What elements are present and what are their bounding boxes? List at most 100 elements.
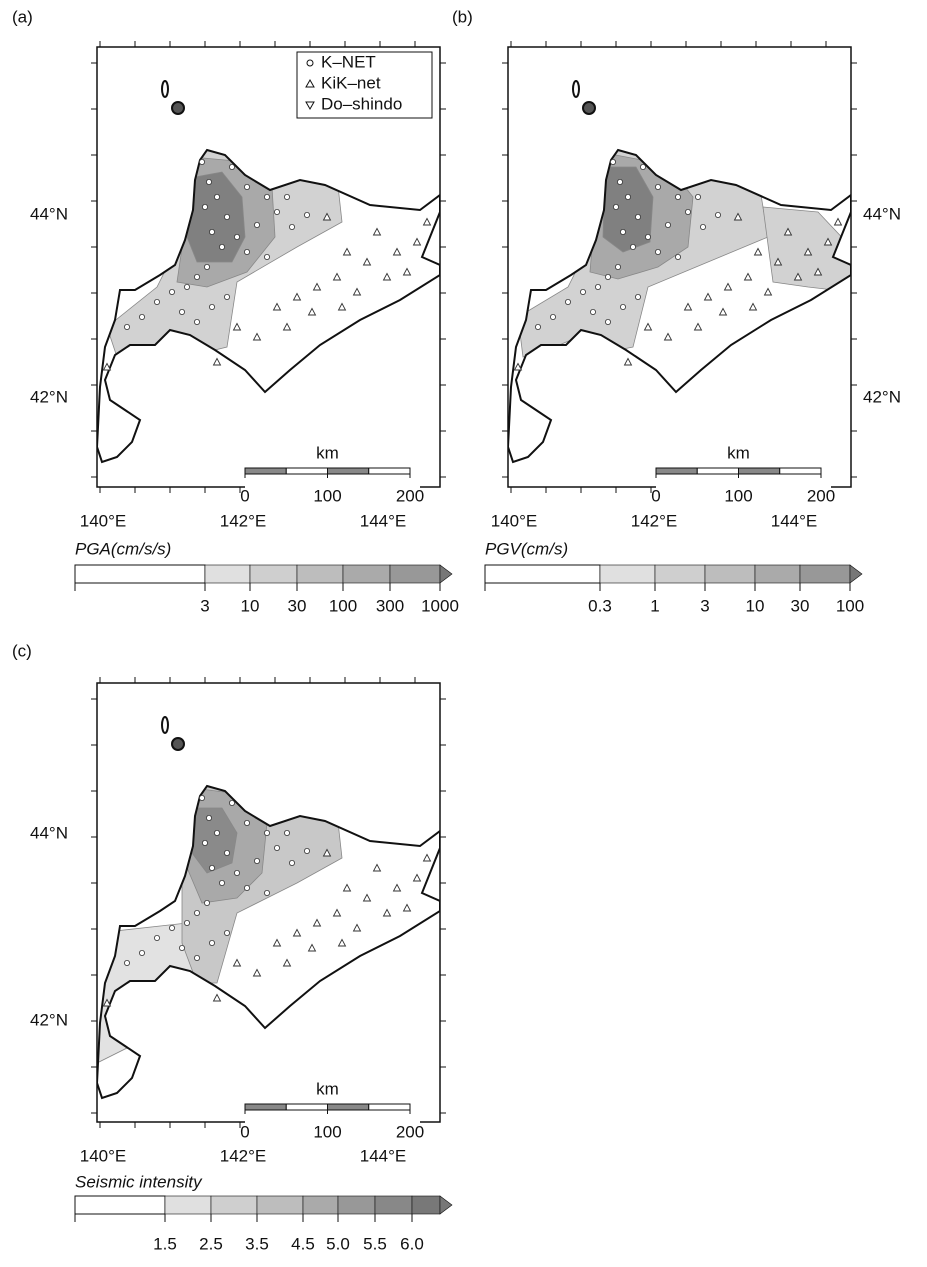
station-knet — [224, 213, 231, 220]
colorbar-segment — [302, 1195, 339, 1215]
colorbar-segment — [389, 564, 441, 584]
scale-segment — [368, 467, 411, 475]
station-knet — [199, 795, 206, 802]
station-knet — [595, 283, 602, 290]
colorbar-segment — [74, 1195, 166, 1215]
colorbar-tick-label: 1 — [650, 596, 659, 615]
station-knet — [243, 248, 250, 255]
station-knet — [202, 839, 209, 846]
station-kiknet — [282, 322, 292, 331]
island — [582, 101, 596, 115]
colorbar-title: Seismic intensity — [75, 1172, 203, 1191]
station-kiknet — [813, 267, 823, 276]
scale-tick-label: 0 — [240, 1122, 249, 1141]
station-knet — [674, 253, 681, 260]
scale-unit: km — [316, 1079, 339, 1098]
station-kiknet — [683, 302, 693, 311]
colorbar-tick-label: 3.5 — [245, 1234, 269, 1253]
station-kiknet — [793, 272, 803, 281]
legend-label: Do–shindo — [321, 94, 402, 113]
lat-label: 42°N — [30, 387, 68, 406]
station-knet — [139, 313, 146, 320]
colorbar-title: PGA(cm/s/s) — [75, 539, 171, 558]
station-kiknet — [392, 883, 402, 892]
colorbar-segment — [210, 1195, 258, 1215]
station-kiknet — [643, 322, 653, 331]
map-body — [97, 80, 440, 463]
station-knet — [243, 183, 250, 190]
lon-label: 140°E — [80, 1146, 127, 1165]
map-body — [508, 80, 851, 463]
station-kiknet — [743, 272, 753, 281]
station-kiknet — [833, 217, 843, 226]
station-kiknet — [763, 287, 773, 296]
station-knet — [635, 293, 642, 300]
station-kiknet — [232, 322, 242, 331]
station-kiknet — [623, 357, 633, 366]
station-knet — [654, 248, 661, 255]
island — [161, 80, 169, 98]
station-knet — [179, 944, 186, 951]
station-kiknet — [422, 853, 432, 862]
scale-segment — [696, 467, 739, 475]
station-kiknet — [272, 938, 282, 947]
station-knet — [605, 318, 612, 325]
colorbar-segment — [599, 564, 656, 584]
station-knet — [209, 303, 216, 310]
station-kiknet — [733, 212, 743, 221]
station-knet — [169, 288, 176, 295]
station-knet — [224, 849, 231, 856]
station-kiknet — [282, 958, 292, 967]
colorbar-tick-label: 10 — [241, 596, 260, 615]
station-knet — [194, 318, 201, 325]
scale-segment — [779, 467, 822, 475]
island — [161, 716, 169, 734]
colorbar-tick-label: 0.3 — [588, 596, 612, 615]
station-kiknet — [307, 943, 317, 952]
station-knet — [123, 323, 130, 330]
station-knet — [154, 934, 161, 941]
station-knet — [224, 929, 231, 936]
colorbar-arrow — [439, 1195, 453, 1215]
station-knet — [303, 847, 310, 854]
lon-label: 144°E — [360, 511, 407, 530]
lon-label: 142°E — [220, 1146, 267, 1165]
legend-label: KiK–net — [321, 73, 381, 92]
station-knet — [714, 211, 721, 218]
station-kiknet — [252, 968, 262, 977]
scale-tick-label: 200 — [396, 1122, 424, 1141]
colorbar-arrow — [439, 564, 453, 584]
contour-region — [602, 166, 654, 253]
station-kiknet — [212, 357, 222, 366]
lon-label: 140°E — [491, 511, 538, 530]
contour-region — [186, 171, 246, 263]
station-knet — [630, 243, 637, 250]
station-kiknet — [372, 863, 382, 872]
map-panel: (b) 44°N 42°N 140°E 142°E 144°E km 0 100 200 — [452, 7, 901, 530]
station-kiknet — [718, 307, 728, 316]
lon-label: 144°E — [360, 1146, 407, 1165]
station-knet — [154, 298, 161, 305]
colorbar-segment — [204, 564, 251, 584]
station-kiknet — [272, 302, 282, 311]
scale-segment — [285, 467, 328, 475]
station-knet — [169, 924, 176, 931]
station-kiknet — [337, 302, 347, 311]
colorbar-segment — [484, 564, 601, 584]
station-kiknet — [342, 247, 352, 256]
station-knet — [214, 193, 221, 200]
station-kiknet — [422, 217, 432, 226]
station-knet — [263, 889, 270, 896]
colorbar-tick-label: 5.5 — [363, 1234, 387, 1253]
station-kiknet — [693, 322, 703, 331]
station-knet — [617, 178, 624, 185]
station-knet — [253, 857, 260, 864]
station-kiknet — [332, 272, 342, 281]
colorbar-segment — [374, 1195, 413, 1215]
station-kiknet — [663, 332, 673, 341]
island — [171, 101, 185, 115]
station-knet — [288, 223, 295, 230]
station-knet — [303, 211, 310, 218]
island — [572, 80, 580, 98]
legend-box — [296, 51, 433, 119]
